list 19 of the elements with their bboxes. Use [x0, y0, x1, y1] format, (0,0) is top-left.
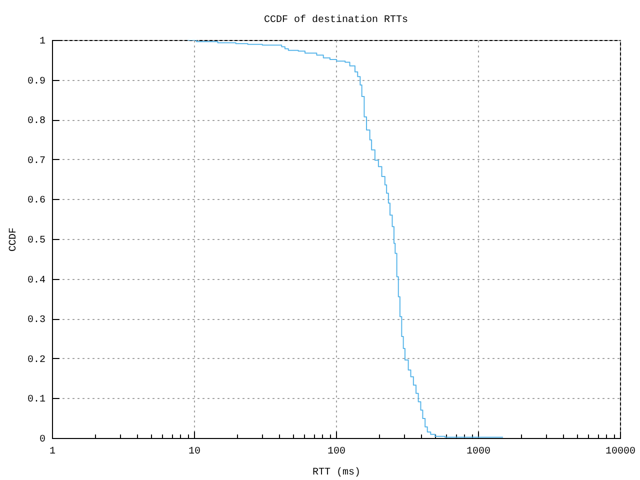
y-tick-label: 0.7	[27, 156, 46, 167]
y-tick-label: 0.5	[27, 236, 46, 246]
y-tick-label: 0.9	[27, 76, 46, 88]
y-tick-label: 0.4	[27, 275, 46, 286]
chart-title: CCDF of destination RTTs	[264, 14, 408, 26]
x-tick-label: 1	[49, 446, 56, 458]
x-tick-label: 10	[188, 446, 201, 458]
y-tick-label: 0	[39, 434, 46, 446]
x-axis-title: RTT (ms)	[312, 466, 361, 478]
x-tick-label: 10000	[605, 446, 636, 458]
y-tick-label: 0.3	[27, 315, 46, 326]
y-tick-label: 1	[39, 36, 46, 48]
y-tick-label: 0.1	[27, 394, 46, 406]
x-tick-label: 100	[327, 446, 346, 458]
y-tick-label: 0.8	[27, 116, 46, 128]
y-tick-label: 0.2	[27, 354, 46, 366]
y-axis-title: CCDF	[8, 227, 20, 252]
y-tick-label: 0.6	[27, 196, 46, 207]
x-tick-label: 1000	[466, 446, 491, 458]
